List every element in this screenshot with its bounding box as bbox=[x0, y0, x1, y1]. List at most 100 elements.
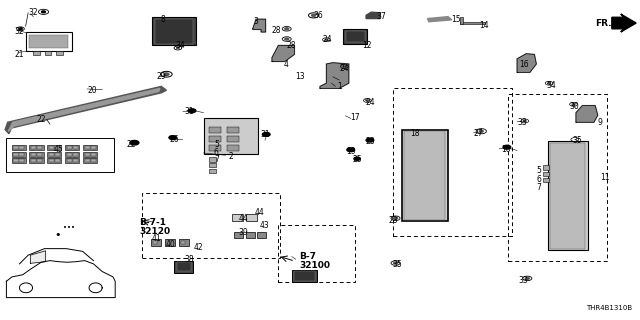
Text: 41: 41 bbox=[151, 234, 161, 243]
Text: 22: 22 bbox=[37, 115, 46, 124]
Text: 6: 6 bbox=[214, 148, 219, 157]
Bar bbox=[12, 158, 26, 163]
Text: 15: 15 bbox=[451, 15, 461, 24]
Bar bbox=[67, 146, 72, 149]
Text: 29: 29 bbox=[156, 72, 166, 81]
Bar bbox=[153, 241, 157, 244]
Bar bbox=[73, 146, 78, 149]
Bar bbox=[29, 145, 44, 150]
Bar bbox=[65, 158, 79, 163]
Circle shape bbox=[262, 132, 270, 136]
Polygon shape bbox=[612, 14, 636, 32]
Text: 25: 25 bbox=[352, 156, 362, 164]
Text: 13: 13 bbox=[295, 72, 305, 81]
Text: 6: 6 bbox=[536, 175, 541, 184]
Bar bbox=[165, 239, 175, 246]
Bar bbox=[33, 51, 40, 55]
Bar bbox=[6, 138, 114, 172]
Bar bbox=[55, 153, 60, 156]
Text: 24: 24 bbox=[339, 64, 349, 73]
Bar bbox=[155, 19, 193, 44]
Text: 19: 19 bbox=[346, 147, 356, 156]
Text: B-7: B-7 bbox=[300, 252, 317, 261]
Circle shape bbox=[366, 100, 369, 101]
Circle shape bbox=[285, 38, 289, 40]
Polygon shape bbox=[5, 86, 166, 134]
Text: 18: 18 bbox=[410, 129, 419, 138]
Text: 32120: 32120 bbox=[140, 227, 171, 236]
Circle shape bbox=[548, 83, 550, 84]
Bar bbox=[19, 153, 24, 156]
Bar bbox=[232, 214, 243, 221]
Text: 5: 5 bbox=[536, 166, 541, 175]
Bar bbox=[56, 51, 63, 55]
Bar bbox=[37, 159, 42, 162]
Bar bbox=[67, 159, 72, 162]
Text: 35: 35 bbox=[572, 136, 582, 145]
Bar bbox=[204, 118, 258, 154]
Bar bbox=[73, 159, 78, 162]
Bar bbox=[142, 193, 280, 258]
Text: 24: 24 bbox=[365, 98, 375, 107]
Text: •: • bbox=[54, 230, 61, 240]
Bar bbox=[85, 153, 90, 156]
Text: 37: 37 bbox=[376, 12, 386, 21]
Circle shape bbox=[169, 136, 177, 140]
Bar bbox=[29, 152, 44, 157]
Polygon shape bbox=[8, 88, 160, 131]
Text: 40: 40 bbox=[165, 240, 175, 249]
Bar bbox=[278, 225, 355, 282]
Polygon shape bbox=[517, 54, 536, 72]
Circle shape bbox=[354, 157, 360, 160]
Text: 24: 24 bbox=[323, 35, 333, 44]
Bar bbox=[402, 130, 448, 221]
Text: 8: 8 bbox=[161, 15, 166, 24]
Text: 33: 33 bbox=[518, 276, 529, 285]
Polygon shape bbox=[253, 19, 266, 32]
Bar bbox=[85, 146, 90, 149]
Bar bbox=[393, 88, 512, 236]
Bar bbox=[47, 145, 61, 150]
Bar bbox=[12, 152, 26, 157]
Bar bbox=[31, 159, 36, 162]
Polygon shape bbox=[272, 45, 294, 61]
Text: 45: 45 bbox=[54, 145, 64, 154]
Bar bbox=[29, 158, 44, 163]
Circle shape bbox=[394, 217, 397, 219]
Bar bbox=[227, 145, 239, 151]
Bar bbox=[177, 262, 191, 271]
Bar bbox=[55, 146, 60, 149]
Circle shape bbox=[347, 148, 355, 152]
Circle shape bbox=[285, 28, 289, 30]
Text: 32100: 32100 bbox=[300, 261, 330, 270]
Bar bbox=[49, 153, 54, 156]
Bar bbox=[209, 163, 216, 167]
Text: B-7-1: B-7-1 bbox=[140, 218, 166, 227]
Text: 9: 9 bbox=[598, 118, 603, 127]
Circle shape bbox=[525, 277, 529, 279]
Bar bbox=[167, 241, 171, 244]
Bar bbox=[91, 159, 96, 162]
Bar bbox=[181, 241, 185, 244]
Text: 43: 43 bbox=[260, 221, 270, 230]
Text: 17: 17 bbox=[350, 113, 360, 122]
Bar bbox=[67, 153, 72, 156]
Bar bbox=[246, 214, 257, 221]
Text: 1: 1 bbox=[337, 82, 342, 91]
Bar bbox=[292, 270, 317, 282]
Bar bbox=[83, 152, 97, 157]
Circle shape bbox=[366, 138, 374, 142]
Bar bbox=[31, 146, 36, 149]
Bar bbox=[234, 232, 243, 238]
Bar bbox=[49, 159, 54, 162]
Text: 2: 2 bbox=[228, 152, 233, 161]
Bar bbox=[151, 239, 161, 246]
Circle shape bbox=[177, 47, 179, 49]
Text: 23: 23 bbox=[388, 216, 399, 225]
Bar bbox=[257, 232, 266, 238]
Text: 36: 36 bbox=[313, 12, 323, 20]
Circle shape bbox=[343, 66, 346, 67]
Circle shape bbox=[325, 39, 328, 40]
Bar bbox=[227, 127, 239, 133]
Bar bbox=[174, 261, 193, 273]
